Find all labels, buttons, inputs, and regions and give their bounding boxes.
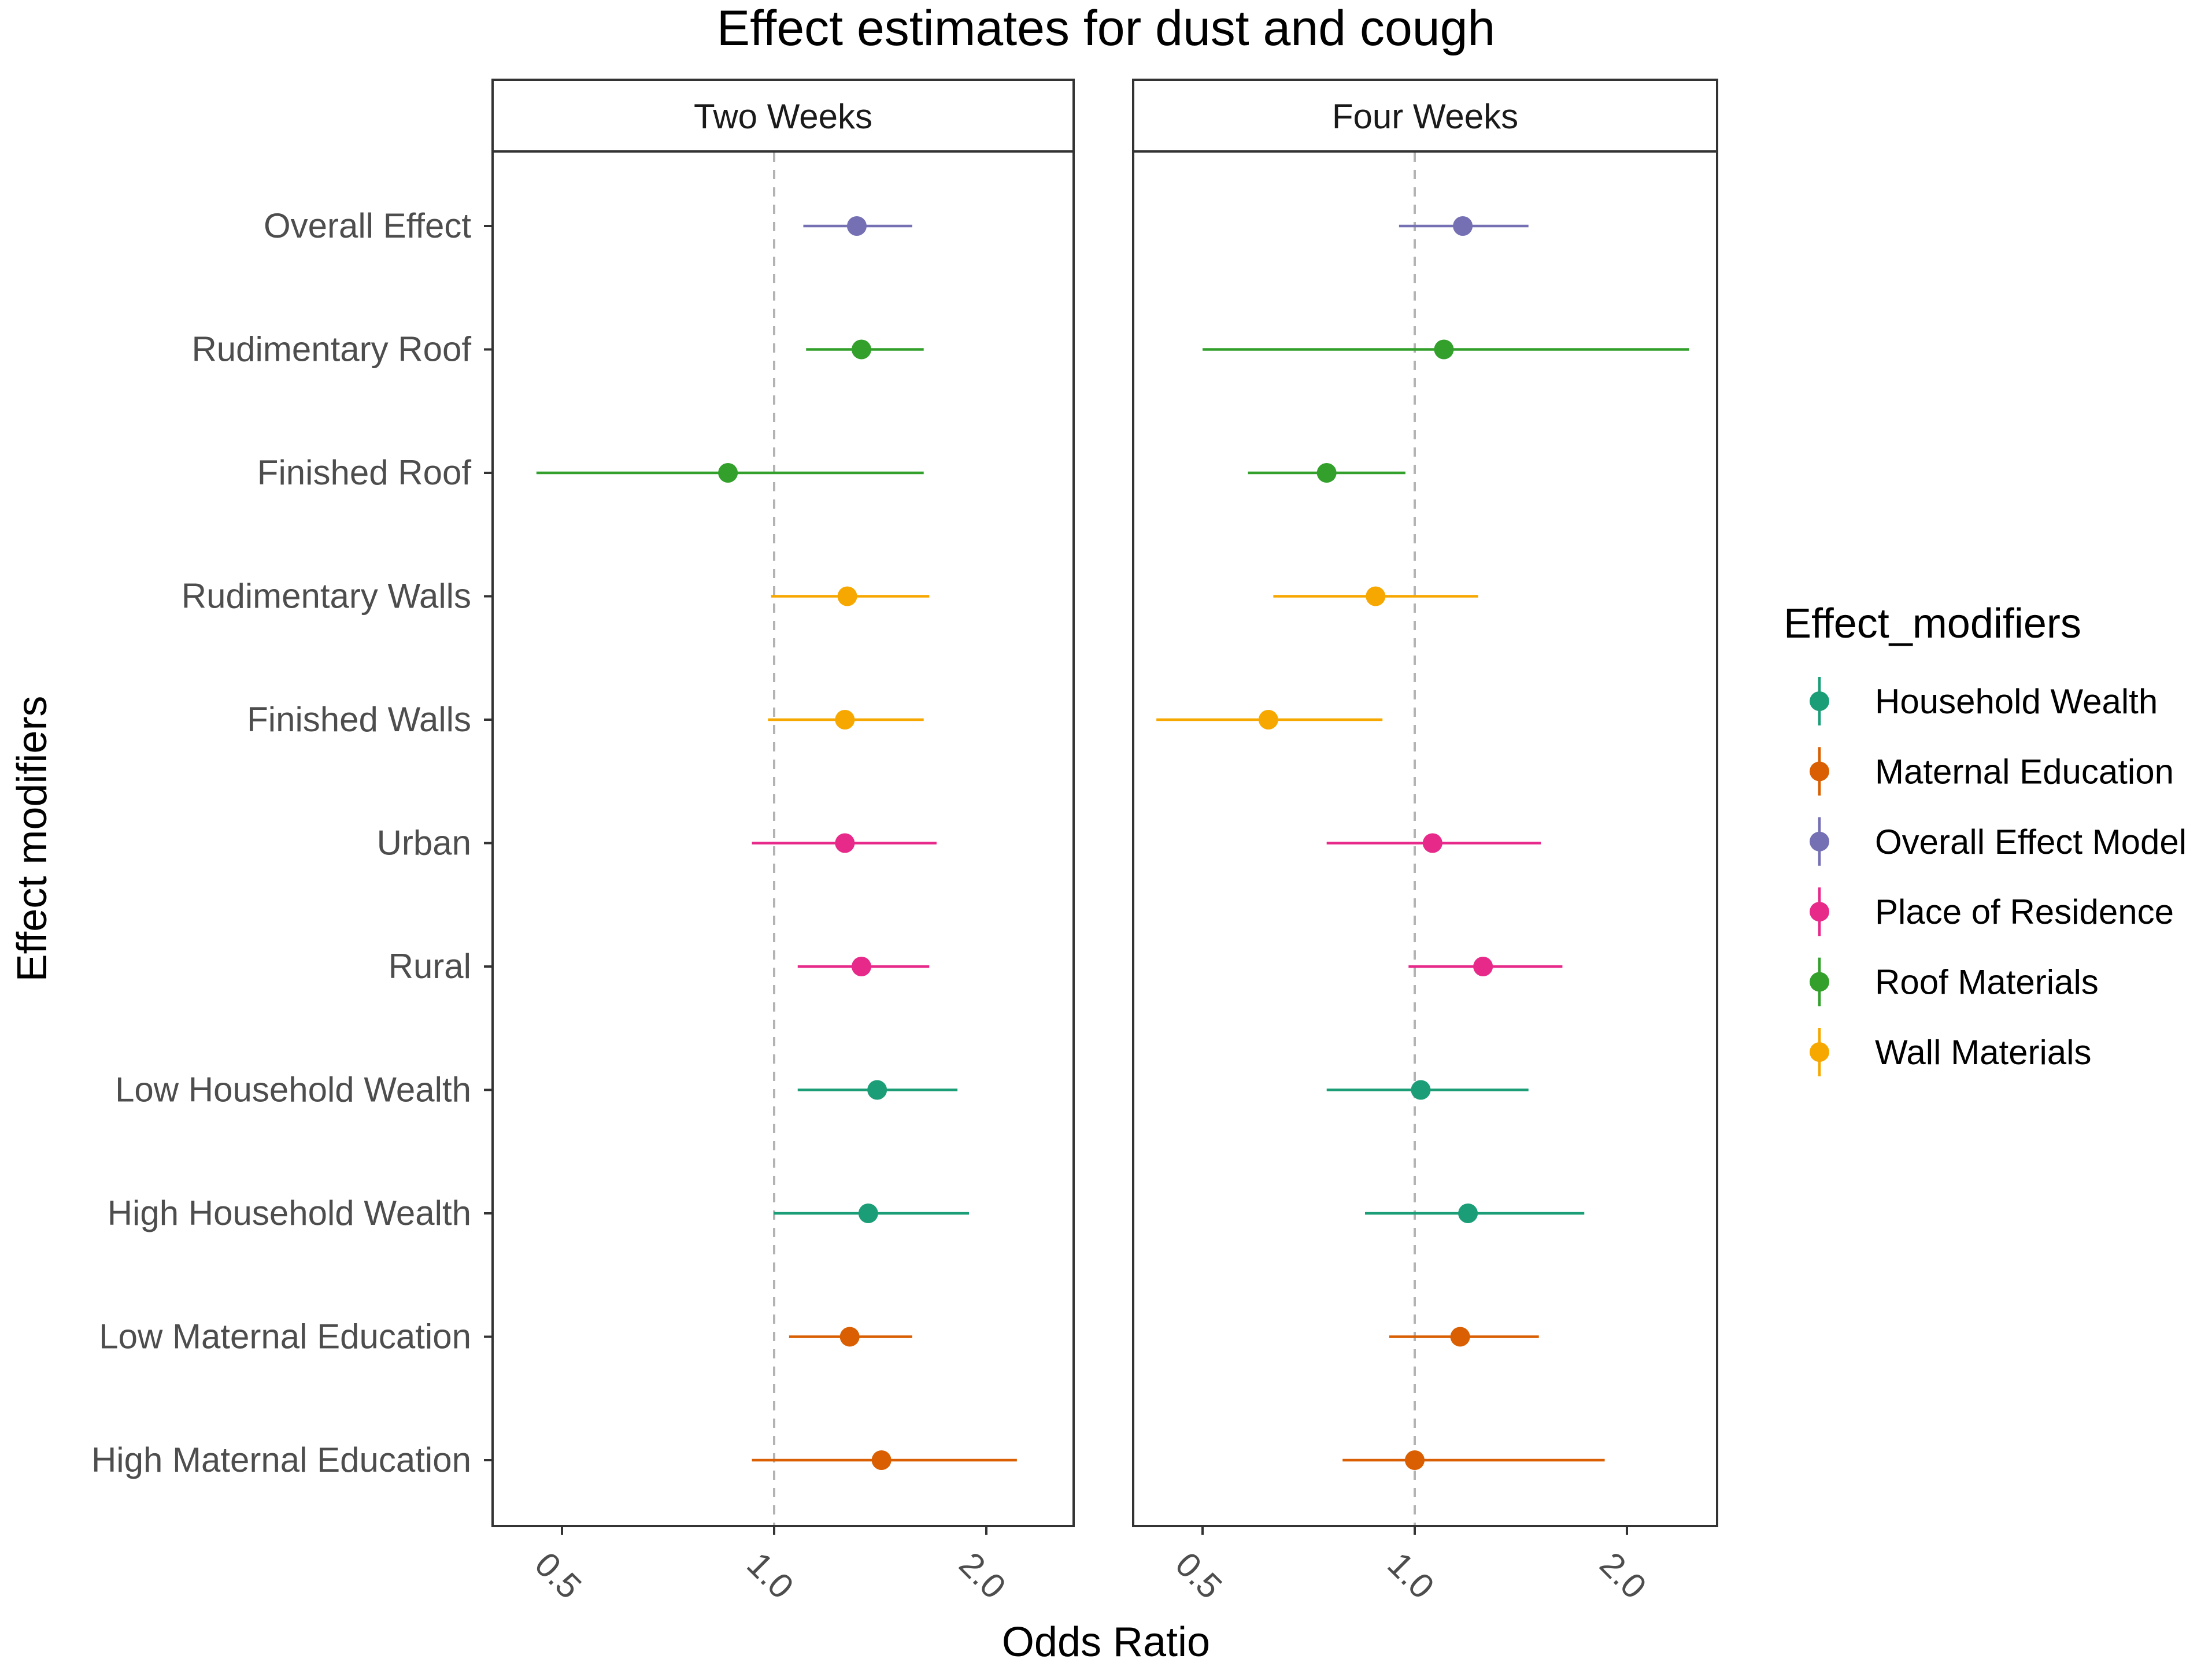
point-high-maternal-education	[871, 1450, 892, 1470]
y-tick-label-low-maternal-education: Low Maternal Education	[99, 1317, 471, 1356]
strip-two-weeks	[491, 79, 1075, 153]
y-tick-label-low-household-wealth: Low Household Wealth	[115, 1071, 471, 1109]
point-high-maternal-education	[1405, 1450, 1425, 1470]
point-low-household-wealth	[1411, 1080, 1431, 1100]
legend-key-maternal-education	[1810, 761, 1829, 782]
strip-four-weeks	[1132, 79, 1718, 153]
point-high-household-wealth	[858, 1204, 878, 1223]
marks-two-weeks	[536, 153, 1017, 1525]
x-tick-label-two-weeks: 1.0	[739, 1545, 801, 1606]
y-tick-label-overall-effect: Overall Effect	[264, 206, 471, 245]
y-tick-label-finished-walls: Finished Walls	[247, 700, 471, 739]
point-rural	[851, 957, 871, 976]
point-urban	[835, 833, 855, 853]
legend-label-wall-materials: Wall Materials	[1875, 1033, 2092, 1072]
legend-key-place-of-residence	[1810, 902, 1829, 922]
point-rudimentary-walls	[837, 586, 857, 606]
y-tick-label-high-maternal-education: High Maternal Education	[91, 1441, 471, 1479]
y-tick-label-urban: Urban	[377, 824, 471, 862]
legend-title: Effect_modifiers	[1784, 601, 2081, 647]
legend: Effect_modifiers Household Wealth Materna…	[1784, 601, 2187, 1076]
point-finished-roof	[1316, 463, 1337, 483]
point-low-maternal-education	[839, 1327, 860, 1347]
chart-title: Effect estimates for dust and cough	[717, 1, 1496, 56]
point-overall-effect	[846, 216, 867, 236]
legend-entries: Household Wealth Maternal Education Overal…	[1810, 677, 2187, 1076]
x-tick-label-four-weeks: 1.0	[1380, 1545, 1441, 1606]
strip-label-four-weeks: Four Weeks	[1332, 97, 1518, 136]
legend-label-overall-effect-model: Overall Effect Model	[1875, 823, 2187, 861]
x-tick-label-four-weeks: 2.0	[1592, 1545, 1654, 1606]
point-rudimentary-walls	[1366, 586, 1386, 606]
y-tick-label-rural: Rural	[389, 947, 471, 986]
marks-four-weeks	[1156, 153, 1689, 1525]
panel-four-weeks: Four Weeks	[1132, 79, 1718, 1527]
legend-key-roof-materials	[1810, 972, 1829, 992]
point-finished-roof	[718, 463, 738, 483]
x-axis-ticks: 0.5 1.0 2.0 0.5 1.0 2.0	[527, 1526, 1654, 1606]
plot-frame-two-weeks	[491, 150, 1075, 1527]
x-tick-label-two-weeks: 0.5	[527, 1545, 589, 1606]
point-low-maternal-education	[1450, 1327, 1470, 1347]
strip-label-two-weeks: Two Weeks	[694, 97, 872, 136]
panel-two-weeks: Two Weeks	[491, 79, 1075, 1527]
legend-key-household-wealth	[1810, 691, 1829, 711]
point-high-household-wealth	[1458, 1204, 1478, 1223]
y-tick-label-rudimentary-roof: Rudimentary Roof	[191, 330, 471, 369]
legend-label-household-wealth: Household Wealth	[1875, 682, 2158, 721]
point-rudimentary-roof	[1434, 339, 1454, 360]
legend-label-roof-materials: Roof Materials	[1875, 963, 2099, 1002]
legend-key-overall-effect-model	[1810, 831, 1829, 851]
x-axis-title: Odds Ratio	[1002, 1619, 1210, 1665]
legend-key-wall-materials	[1810, 1042, 1829, 1062]
legend-label-maternal-education: Maternal Education	[1875, 752, 2174, 791]
legend-label-place-of-residence: Place of Residence	[1875, 893, 2174, 931]
x-tick-label-four-weeks: 0.5	[1168, 1545, 1229, 1606]
point-rudimentary-roof	[851, 339, 871, 360]
y-tick-label-rudimentary-walls: Rudimentary Walls	[182, 577, 471, 616]
y-tick-label-high-household-wealth: High Household Wealth	[108, 1194, 471, 1232]
y-axis-ticks: Overall Effect Rudimentary Roof Finished R…	[91, 206, 493, 1479]
y-axis-title: Effect modifiers	[9, 696, 56, 982]
point-low-household-wealth	[867, 1080, 887, 1100]
y-tick-label-finished-roof: Finished Roof	[257, 453, 472, 492]
point-finished-walls	[835, 710, 855, 730]
point-overall-effect	[1453, 216, 1473, 236]
point-finished-walls	[1258, 710, 1278, 730]
point-urban	[1422, 833, 1442, 853]
x-tick-label-two-weeks: 2.0	[952, 1545, 1013, 1606]
point-rural	[1473, 957, 1493, 976]
